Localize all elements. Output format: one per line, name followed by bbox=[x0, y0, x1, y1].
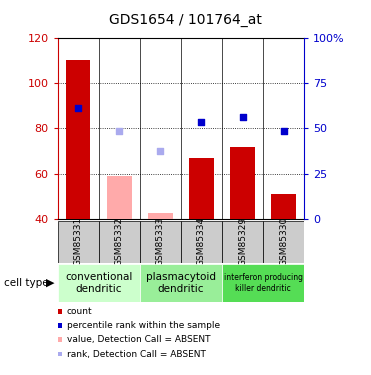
Bar bbox=[148, 213, 173, 219]
Text: interferon producing
killer dendritic: interferon producing killer dendritic bbox=[224, 273, 303, 293]
Bar bbox=[66, 60, 91, 219]
Bar bbox=[189, 158, 214, 219]
Bar bbox=[58, 352, 62, 356]
Text: count: count bbox=[67, 307, 92, 316]
Point bbox=[157, 148, 163, 154]
Text: conventional
dendritic: conventional dendritic bbox=[65, 272, 132, 294]
Bar bbox=[107, 176, 131, 219]
Text: GSM85333: GSM85333 bbox=[156, 217, 165, 267]
Text: ▶: ▶ bbox=[46, 278, 54, 288]
Bar bbox=[58, 323, 62, 328]
Text: rank, Detection Call = ABSENT: rank, Detection Call = ABSENT bbox=[67, 350, 206, 358]
Point bbox=[116, 128, 122, 134]
Text: GSM85334: GSM85334 bbox=[197, 217, 206, 266]
Bar bbox=[58, 309, 62, 314]
Point bbox=[281, 128, 287, 134]
Text: GSM85331: GSM85331 bbox=[73, 217, 83, 267]
Text: cell type: cell type bbox=[4, 278, 48, 288]
Bar bbox=[58, 338, 62, 342]
Bar bbox=[58, 221, 99, 262]
Bar bbox=[58, 264, 140, 302]
Bar bbox=[271, 194, 296, 219]
Text: GSM85329: GSM85329 bbox=[238, 217, 247, 266]
Bar bbox=[140, 221, 181, 262]
Bar bbox=[222, 264, 304, 302]
Bar bbox=[140, 264, 222, 302]
Point bbox=[198, 118, 204, 124]
Bar bbox=[230, 147, 255, 219]
Text: GSM85332: GSM85332 bbox=[115, 217, 124, 266]
Bar bbox=[263, 221, 304, 262]
Point bbox=[75, 105, 81, 111]
Text: value, Detection Call = ABSENT: value, Detection Call = ABSENT bbox=[67, 335, 210, 344]
Text: plasmacytoid
dendritic: plasmacytoid dendritic bbox=[146, 272, 216, 294]
Bar bbox=[181, 221, 222, 262]
Point bbox=[240, 114, 246, 120]
Bar bbox=[99, 221, 140, 262]
Bar bbox=[222, 221, 263, 262]
Text: GDS1654 / 101764_at: GDS1654 / 101764_at bbox=[109, 13, 262, 27]
Text: GSM85330: GSM85330 bbox=[279, 217, 288, 267]
Text: percentile rank within the sample: percentile rank within the sample bbox=[67, 321, 220, 330]
